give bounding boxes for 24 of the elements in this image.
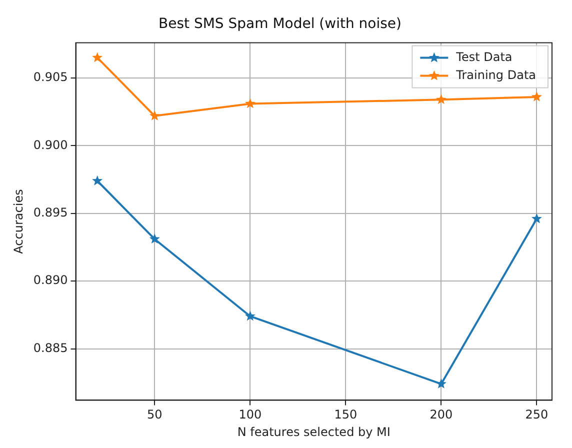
y-axis-title: Accuracies (11, 189, 26, 254)
point (531, 213, 542, 224)
x-axis-title: N features selected by MI (237, 424, 390, 439)
x-tick-label: 200 (430, 408, 453, 422)
y-tick-label: 0.900 (33, 138, 68, 152)
point (149, 110, 160, 120)
point (92, 175, 103, 186)
y-tick-label: 0.905 (33, 70, 68, 84)
point (149, 234, 160, 244)
point (92, 52, 103, 62)
point (244, 98, 256, 108)
y-tick-label: 0.885 (33, 340, 68, 355)
x-tick-label: 100 (238, 408, 262, 422)
legend-label: Training Data (455, 68, 536, 82)
x-tick-label: 50 (147, 408, 162, 422)
chart-title: Best SMS Spam Model (with noise) (158, 16, 402, 32)
x-tick-label: 250 (525, 408, 548, 422)
legend-label: Test Data (455, 50, 512, 64)
y-tick-label: 0.890 (33, 273, 68, 288)
point (436, 94, 446, 104)
y-tick-label: 0.895 (33, 206, 68, 220)
x-tick-label: 150 (334, 408, 358, 422)
point (244, 310, 256, 321)
point (531, 91, 542, 102)
